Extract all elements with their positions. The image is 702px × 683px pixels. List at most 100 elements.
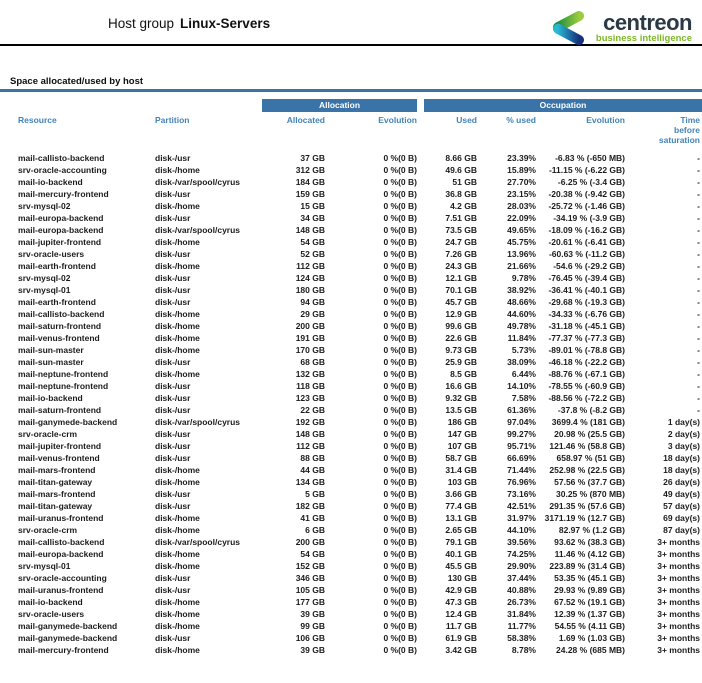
partition-cell: disk-/var/spool/cyrus bbox=[155, 537, 241, 547]
table-row: srv-oracle-accounting disk-/usr 346 GB 0 %(… bbox=[0, 572, 702, 584]
allocated-cell: 123 GB bbox=[295, 393, 325, 403]
pct-used-cell: 23.15% bbox=[507, 189, 536, 199]
time-saturation-cell: 3+ months bbox=[657, 621, 700, 631]
column-header-allocation-evolution: Evolution bbox=[378, 115, 417, 125]
centreon-logo-icon bbox=[552, 11, 584, 45]
time-saturation-cell: 3+ months bbox=[657, 585, 700, 595]
partition-cell: disk-/usr bbox=[155, 381, 191, 391]
table-row: mail-ganymede-backend disk-/var/spool/cyr… bbox=[0, 416, 702, 428]
table-row: mail-neptune-frontend disk-/home 132 GB 0 %… bbox=[0, 368, 702, 380]
allocated-cell: 68 GB bbox=[300, 357, 325, 367]
table-row: mail-titan-gateway disk-/home 134 GB 0 %(0 … bbox=[0, 476, 702, 488]
allocation-evolution-cell: 0 %(0 B) bbox=[383, 513, 417, 523]
occupation-evolution-cell: 121.46 % (58.8 GB) bbox=[549, 441, 625, 451]
allocated-cell: 6 GB bbox=[305, 525, 325, 535]
time-saturation-cell: - bbox=[697, 189, 700, 199]
occupation-evolution-cell: 54.55 % (4.11 GB) bbox=[554, 621, 625, 631]
occupation-evolution-cell: 57.56 % (37.7 GB) bbox=[554, 477, 625, 487]
resource-cell: mail-io-backend bbox=[18, 597, 83, 607]
table-row: mail-saturn-frontend disk-/usr 22 GB 0 %(0 … bbox=[0, 404, 702, 416]
pct-used-cell: 42.51% bbox=[507, 501, 536, 511]
pct-used-cell: 95.71% bbox=[507, 441, 536, 451]
table-row: srv-oracle-crm disk-/usr 148 GB 0 %(0 B) 147… bbox=[0, 428, 702, 440]
resource-cell: mail-callisto-backend bbox=[18, 537, 105, 547]
used-cell: 147 GB bbox=[447, 429, 477, 439]
table-row: mail-uranus-frontend disk-/usr 105 GB 0 %(0… bbox=[0, 584, 702, 596]
used-cell: 51 GB bbox=[452, 177, 477, 187]
pct-used-cell: 27.70% bbox=[507, 177, 536, 187]
occupation-evolution-cell: -76.45 % (-39.4 GB) bbox=[548, 273, 625, 283]
pct-used-cell: 5.73% bbox=[511, 345, 536, 355]
pct-used-cell: 6.44% bbox=[511, 369, 536, 379]
pct-used-cell: 39.56% bbox=[507, 537, 536, 547]
time-saturation-cell: 3+ months bbox=[657, 597, 700, 607]
page-title-prefix: Host group bbox=[108, 16, 175, 31]
allocation-evolution-cell: 0 %(0 B) bbox=[383, 525, 417, 535]
occupation-evolution-cell: -36.41 % (-40.1 GB) bbox=[548, 285, 625, 295]
used-cell: 16.6 GB bbox=[445, 381, 477, 391]
resource-cell: mail-ganymede-backend bbox=[18, 621, 118, 631]
column-header-occupation-evolution: Evolution bbox=[586, 115, 625, 125]
time-saturation-cell: 87 day(s) bbox=[663, 525, 700, 535]
table-row: mail-saturn-frontend disk-/home 200 GB 0 %(… bbox=[0, 320, 702, 332]
used-cell: 107 GB bbox=[447, 441, 477, 451]
time-saturation-cell: 3+ months bbox=[657, 609, 700, 619]
occupation-evolution-cell: 20.98 % (25.5 GB) bbox=[554, 429, 625, 439]
partition-cell: disk-/usr bbox=[155, 573, 191, 583]
partition-cell: disk-/home bbox=[155, 333, 200, 343]
used-cell: 24.7 GB bbox=[445, 237, 477, 247]
allocated-cell: 148 GB bbox=[295, 225, 325, 235]
table-row: mail-mercury-frontend disk-/usr 159 GB 0 %(… bbox=[0, 188, 702, 200]
pct-used-cell: 49.65% bbox=[507, 225, 536, 235]
allocated-cell: 106 GB bbox=[295, 633, 325, 643]
table-row: mail-titan-gateway disk-/usr 182 GB 0 %(0 B… bbox=[0, 500, 702, 512]
table-row: mail-europa-backend disk-/home 54 GB 0 %(0 … bbox=[0, 548, 702, 560]
partition-cell: disk-/usr bbox=[155, 489, 191, 499]
used-cell: 58.7 GB bbox=[445, 453, 477, 463]
occupation-evolution-cell: 223.89 % (31.4 GB) bbox=[549, 561, 625, 571]
allocation-evolution-cell: 0 %(0 B) bbox=[383, 633, 417, 643]
table-row: mail-earth-frontend disk-/home 112 GB 0 %(0… bbox=[0, 260, 702, 272]
time-saturation-cell: - bbox=[697, 309, 700, 319]
used-cell: 9.73 GB bbox=[445, 345, 477, 355]
partition-cell: disk-/usr bbox=[155, 405, 191, 415]
table-row: mail-mercury-frontend disk-/home 39 GB 0 %(… bbox=[0, 644, 702, 656]
occupation-evolution-cell: -88.56 % (-72.2 GB) bbox=[548, 393, 625, 403]
resource-cell: mail-mercury-frontend bbox=[18, 189, 109, 199]
partition-cell: disk-/home bbox=[155, 345, 200, 355]
occupation-evolution-cell: -20.61 % (-6.41 GB) bbox=[548, 237, 625, 247]
allocation-group-header: Allocation bbox=[262, 99, 417, 112]
resource-cell: mail-ganymede-backend bbox=[18, 417, 118, 427]
occupation-evolution-cell: -37.8 % (-8.2 GB) bbox=[557, 405, 625, 415]
time-saturation-cell: 49 day(s) bbox=[663, 489, 700, 499]
time-saturation-cell: - bbox=[697, 225, 700, 235]
allocation-evolution-cell: 0 %(0 B) bbox=[383, 261, 417, 271]
occupation-evolution-cell: 29.93 % (9.89 GB) bbox=[554, 585, 625, 595]
table-row: mail-neptune-frontend disk-/usr 118 GB 0 %(… bbox=[0, 380, 702, 392]
time-saturation-cell: - bbox=[697, 213, 700, 223]
allocation-evolution-cell: 0 %(0 B) bbox=[383, 201, 417, 211]
occupation-evolution-cell: 252.98 % (22.5 GB) bbox=[549, 465, 625, 475]
table-row: mail-earth-frontend disk-/usr 94 GB 0 %(0 B… bbox=[0, 296, 702, 308]
time-saturation-cell: - bbox=[697, 237, 700, 247]
resource-cell: mail-mars-frontend bbox=[18, 465, 96, 475]
time-saturation-cell: - bbox=[697, 393, 700, 403]
allocation-evolution-cell: 0 %(0 B) bbox=[383, 429, 417, 439]
allocation-evolution-cell: 0 %(0 B) bbox=[383, 177, 417, 187]
resource-cell: srv-oracle-crm bbox=[18, 429, 78, 439]
used-cell: 11.7 GB bbox=[445, 621, 477, 631]
centreon-logo-text: centreon business intelligence bbox=[596, 12, 693, 45]
table-row: mail-jupiter-frontend disk-/usr 112 GB 0 %(… bbox=[0, 440, 702, 452]
time-saturation-cell: 3+ months bbox=[657, 549, 700, 559]
table-row: mail-ganymede-backend disk-/usr 106 GB 0 %(… bbox=[0, 632, 702, 644]
column-header-partition: Partition bbox=[155, 115, 190, 125]
allocated-cell: 37 GB bbox=[300, 153, 325, 163]
pct-used-cell: 73.16% bbox=[507, 489, 536, 499]
partition-cell: disk-/home bbox=[155, 621, 200, 631]
partition-cell: disk-/usr bbox=[155, 189, 191, 199]
table-row: mail-venus-frontend disk-/home 191 GB 0 %(0… bbox=[0, 332, 702, 344]
allocation-evolution-cell: 0 %(0 B) bbox=[383, 561, 417, 571]
resource-cell: mail-europa-backend bbox=[18, 549, 104, 559]
pct-used-cell: 11.84% bbox=[507, 333, 536, 343]
time-saturation-cell: 3+ months bbox=[657, 645, 700, 655]
